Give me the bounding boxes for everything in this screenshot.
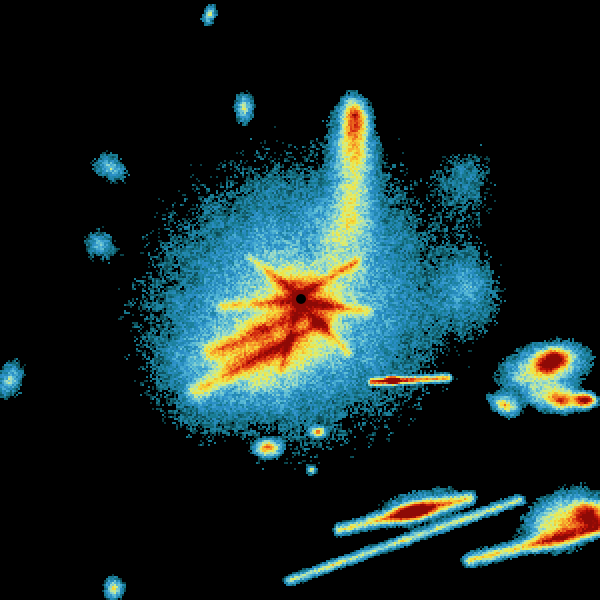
- radar-reflectivity-canvas: [0, 0, 600, 600]
- radar-reflectivity-view: [0, 0, 600, 600]
